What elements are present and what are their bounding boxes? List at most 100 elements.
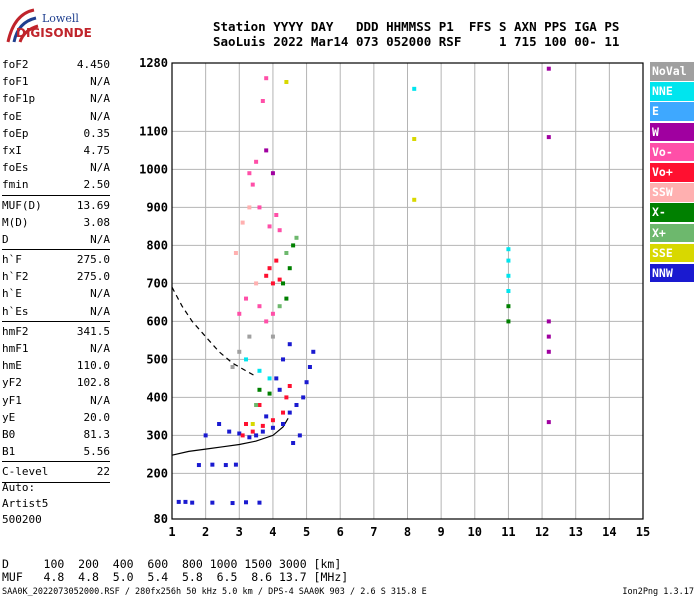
header-line2: SaoLuis 2022 Mar14 073 052000 RSF 1 715 … bbox=[213, 34, 620, 49]
data-point bbox=[257, 500, 262, 505]
param-value: N/A bbox=[90, 393, 110, 407]
param-label: foF2 bbox=[2, 58, 29, 71]
param-value: 4.75 bbox=[83, 143, 111, 157]
distance-muf-table: D 100 200 400 600 800 1000 1500 3000 [km… bbox=[2, 558, 348, 584]
param-label: D bbox=[2, 232, 9, 246]
data-point bbox=[287, 410, 292, 415]
data-point bbox=[257, 205, 262, 210]
param-label: B1 bbox=[2, 445, 16, 459]
param-row: fmin 2.50 bbox=[2, 176, 110, 193]
param-row: foF2 4.450 bbox=[2, 56, 110, 73]
param-label: foE bbox=[2, 109, 22, 123]
data-point bbox=[297, 433, 302, 438]
param-value: N/A bbox=[90, 304, 110, 318]
data-point bbox=[267, 391, 272, 396]
legend-item: X+ bbox=[650, 223, 694, 243]
param-value: 13.69 bbox=[76, 198, 110, 212]
data-point bbox=[247, 435, 252, 440]
param-label: M(D) bbox=[2, 215, 29, 229]
param-row: yF1 N/A bbox=[2, 392, 110, 409]
x-tick-label: 4 bbox=[269, 525, 276, 539]
data-point bbox=[506, 247, 511, 252]
data-point bbox=[267, 266, 272, 271]
param-row: yF2 102.8 bbox=[2, 374, 110, 391]
param-label: MUF(D) bbox=[2, 198, 42, 212]
data-point bbox=[237, 431, 242, 436]
param-label: h`F2 bbox=[2, 270, 29, 284]
param-row: foF1 N/A bbox=[2, 73, 110, 90]
param-row: D N/A bbox=[2, 231, 110, 248]
legend-item: SSE bbox=[650, 243, 694, 263]
data-point bbox=[281, 410, 286, 415]
data-point bbox=[546, 135, 551, 140]
data-point bbox=[284, 251, 289, 255]
param-row: M(D) 3.08 bbox=[2, 214, 110, 231]
data-point bbox=[244, 500, 249, 505]
data-point bbox=[240, 433, 245, 438]
data-point bbox=[247, 171, 252, 176]
x-tick-label: 14 bbox=[602, 525, 616, 539]
y-tick-label: 900 bbox=[146, 200, 168, 214]
x-tick-label: 6 bbox=[337, 525, 344, 539]
y-tick-label: 400 bbox=[146, 390, 168, 404]
data-point bbox=[281, 422, 286, 426]
y-tick-label: 500 bbox=[146, 352, 168, 366]
data-point bbox=[311, 349, 316, 354]
legend-item: E bbox=[650, 102, 694, 121]
param-value: N/A bbox=[90, 342, 110, 355]
param-row: h`Es N/A bbox=[2, 303, 110, 320]
data-point bbox=[546, 66, 551, 71]
data-point bbox=[257, 403, 262, 407]
data-point bbox=[301, 395, 306, 400]
param-value: 4.450 bbox=[76, 58, 110, 71]
data-point bbox=[506, 289, 511, 293]
param-row: MUF(D) 13.69 bbox=[2, 197, 110, 214]
param-row: foEp 0.35 bbox=[2, 125, 110, 142]
param-value: 22 bbox=[96, 465, 110, 479]
param-label: B0 bbox=[2, 427, 16, 441]
param-value: N/A bbox=[90, 75, 110, 89]
data-point bbox=[196, 463, 201, 468]
param-label: foEs bbox=[2, 161, 29, 175]
param-row: B0 81.3 bbox=[2, 426, 110, 443]
data-point bbox=[230, 365, 235, 369]
data-point bbox=[277, 228, 282, 233]
param-row: h`F 275.0 bbox=[2, 251, 110, 268]
param-row: B1 5.56 bbox=[2, 443, 110, 460]
param-value: 5.56 bbox=[83, 445, 111, 459]
y-tick-label: 1100 bbox=[139, 124, 168, 138]
param-value: 3.08 bbox=[83, 215, 111, 229]
data-point bbox=[284, 80, 289, 84]
legend-item: NNE bbox=[650, 82, 694, 101]
curve-muf-dashed bbox=[171, 286, 257, 378]
param-row: fxI 4.75 bbox=[2, 142, 110, 159]
x-tick-label: 15 bbox=[636, 525, 650, 539]
param-value: 102.8 bbox=[76, 376, 110, 390]
auto-label: Auto: bbox=[2, 481, 36, 494]
param-separator bbox=[2, 249, 110, 251]
data-point bbox=[233, 251, 238, 255]
x-tick-label: 12 bbox=[535, 525, 549, 539]
y-tick-label: 300 bbox=[146, 428, 168, 442]
y-tick-label: 800 bbox=[146, 238, 168, 252]
param-label: h`E bbox=[2, 287, 22, 301]
data-point bbox=[546, 349, 551, 354]
param-separator bbox=[2, 320, 110, 322]
param-row: h`E N/A bbox=[2, 285, 110, 302]
param-value: 341.5 bbox=[76, 324, 110, 338]
param-separator bbox=[2, 194, 110, 196]
legend-item: SSW bbox=[650, 183, 694, 202]
param-value: N/A bbox=[90, 109, 110, 123]
data-point bbox=[237, 349, 242, 354]
param-value: N/A bbox=[90, 287, 110, 301]
data-point bbox=[264, 148, 269, 153]
legend-item: Vo+ bbox=[650, 162, 694, 182]
data-point bbox=[254, 433, 259, 438]
data-point bbox=[284, 395, 289, 400]
data-point bbox=[291, 441, 296, 445]
data-point bbox=[287, 266, 292, 271]
data-point bbox=[254, 159, 259, 164]
data-point bbox=[412, 86, 417, 91]
data-point bbox=[210, 462, 215, 467]
x-tick-label: 7 bbox=[370, 525, 377, 539]
